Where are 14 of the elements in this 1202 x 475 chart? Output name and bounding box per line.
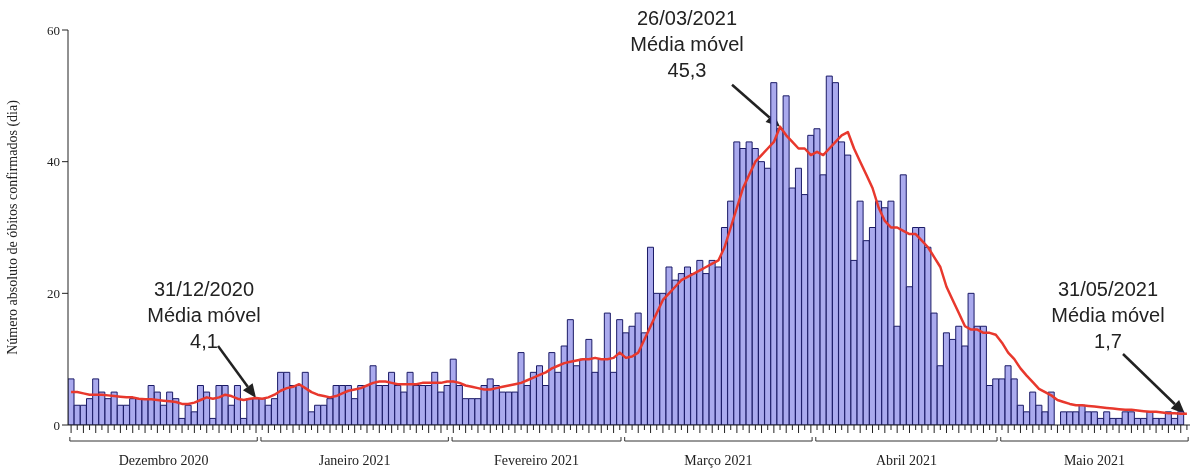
- y-tick-label: 40: [47, 154, 60, 170]
- x-tick-label: Dezembro 2020: [118, 452, 209, 468]
- x-tick-label: Fevereiro 2021: [493, 452, 580, 468]
- x-tick-label: Abril 2021: [875, 452, 937, 468]
- x-tick-label: Janeiro 2021: [318, 452, 391, 468]
- y-tick-label: 20: [47, 285, 60, 301]
- x-tick-label: Março 2021: [684, 452, 753, 468]
- annotation: 26/03/2021 Média móvel 45,3: [630, 6, 744, 81]
- y-tick-label: 0: [53, 417, 60, 433]
- y-tick-label: 60: [47, 22, 60, 38]
- annotation: 31/12/2020 Média móvel 4,1: [147, 278, 261, 353]
- annotation: 31/05/2021 Média móvel 1,7: [1051, 278, 1165, 352]
- x-tick-label: Maio 2021: [1063, 452, 1125, 468]
- y-axis-title: Número absoluto de óbitos confirmados (dia): [4, 99, 21, 355]
